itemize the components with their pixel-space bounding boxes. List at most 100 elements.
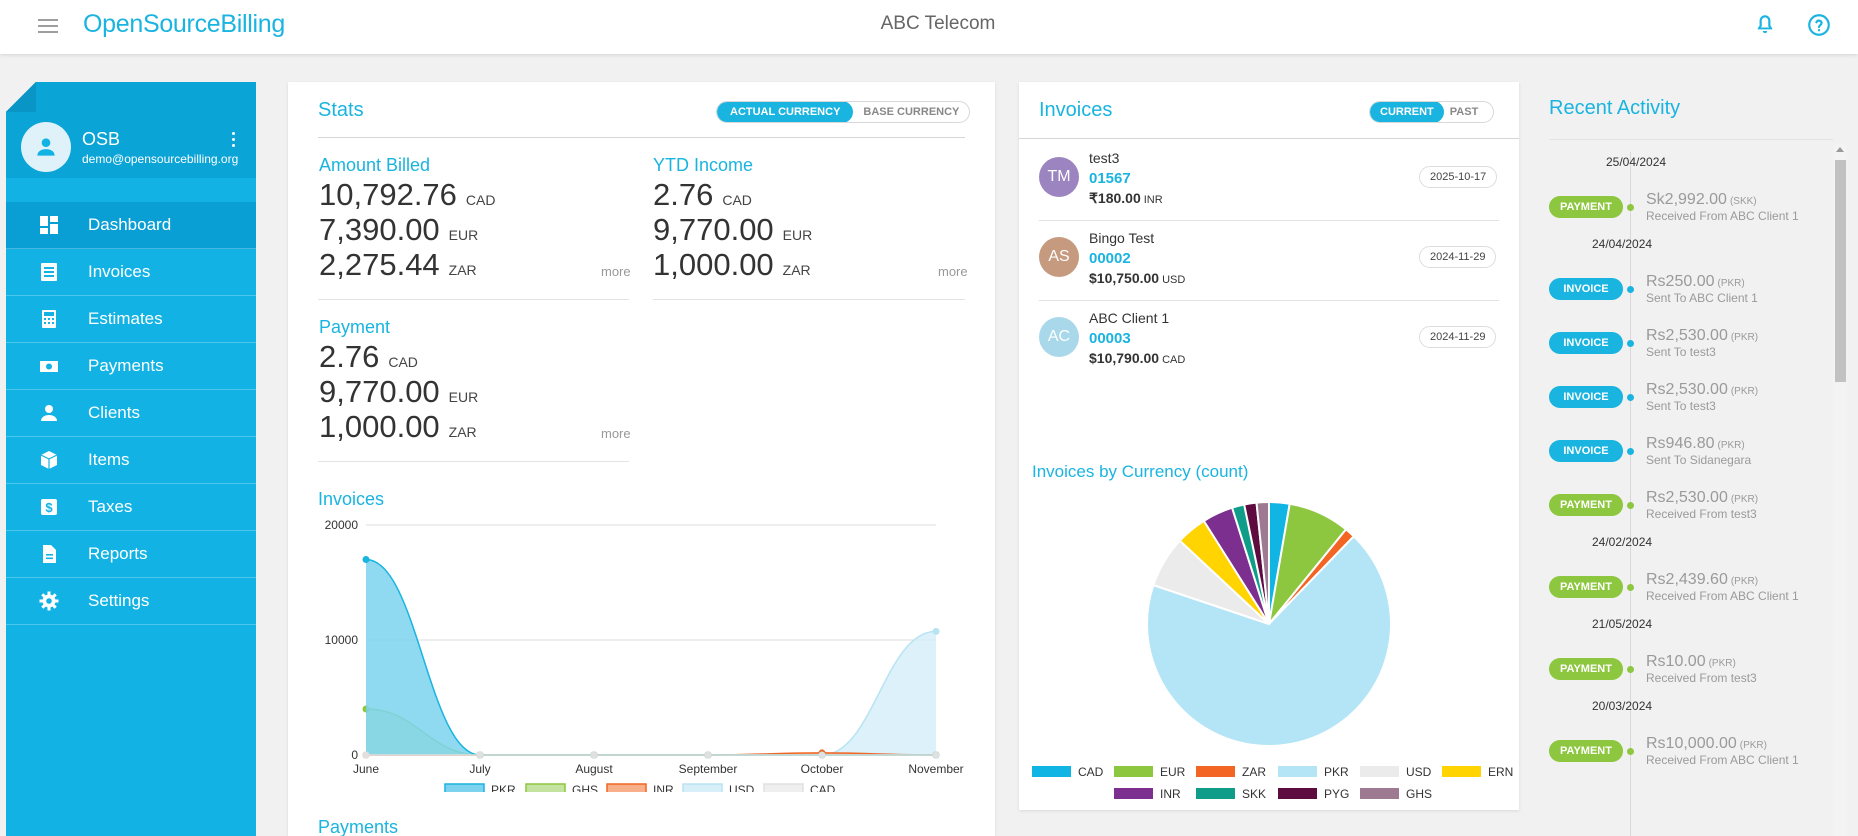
money-icon <box>38 355 60 377</box>
past-button[interactable]: PAST <box>1449 106 1479 118</box>
invoices-chart-title: Invoices <box>318 489 385 509</box>
activity-type-badge[interactable]: PAYMENT <box>1549 740 1623 762</box>
pie-slice-pkr <box>1146 534 1392 747</box>
top-bar: OpenSourceBilling ABC Telecom <box>0 0 1858 54</box>
activity-type-badge[interactable]: PAYMENT <box>1549 196 1623 218</box>
legend-label: USD <box>1406 765 1432 779</box>
activity-description: Sent To test3 <box>1646 345 1716 359</box>
sidebar-item-label: Payments <box>88 356 164 375</box>
divider <box>318 299 629 300</box>
series-area-pkr <box>366 559 936 755</box>
x-tick-label: November <box>908 762 963 776</box>
hamburger-icon[interactable] <box>38 14 62 38</box>
currency-pie-title: Invoices by Currency (count) <box>1032 462 1249 481</box>
invoice-number-link[interactable]: 00002 <box>1089 250 1131 267</box>
activity-type-badge[interactable]: INVOICE <box>1549 278 1623 300</box>
current-button[interactable]: CURRENT <box>1370 102 1444 122</box>
activity-description: Sent To ABC Client 1 <box>1646 291 1758 305</box>
activity-type-badge[interactable]: INVOICE <box>1549 332 1623 354</box>
activity-description: Received From ABC Client 1 <box>1646 589 1799 603</box>
sidebar-item-label: Invoices <box>88 262 151 281</box>
data-point <box>362 751 370 759</box>
ytd-income-more-link[interactable]: more <box>938 264 968 279</box>
activity-amount: Rs946.80 (PKR) <box>1646 435 1745 452</box>
sidebar-nav: Dashboard Invoices Estimates Payments Cl… <box>6 202 256 625</box>
x-tick-label: October <box>801 762 844 776</box>
activity-date: 25/04/2024 <box>1606 155 1667 169</box>
activity-amount: Rs2,530.00 (PKR) <box>1646 327 1759 344</box>
sidebar-item-estimates[interactable]: Estimates <box>6 296 256 343</box>
activity-description: Received From test3 <box>1646 507 1757 521</box>
currency-toggle[interactable]: ACTUAL CURRENCY BASE CURRENCY <box>716 101 971 123</box>
activity-amount: Rs2,530.00 (PKR) <box>1646 489 1759 506</box>
base-currency-button[interactable]: BASE CURRENCY <box>863 106 960 118</box>
invoice-period-toggle[interactable]: CURRENT PAST <box>1369 101 1495 123</box>
scroll-up-icon[interactable] <box>1836 147 1844 152</box>
user-name: OSB <box>82 129 121 149</box>
client-avatar: AC <box>1039 317 1079 357</box>
y-tick-label: 0 <box>351 748 358 762</box>
amount-billed-more-link[interactable]: more <box>601 264 631 279</box>
activity-amount: Rs2,439.60 (PKR) <box>1646 571 1759 588</box>
legend-label: CAD <box>1078 765 1104 779</box>
payment-label: Payment <box>319 317 391 337</box>
divider <box>318 461 629 462</box>
activity-timeline-line <box>1630 152 1631 836</box>
activity-date: 20/03/2024 <box>1592 699 1653 713</box>
sidebar-item-payments[interactable]: Payments <box>6 343 256 390</box>
activity-type-badge[interactable]: PAYMENT <box>1549 658 1623 680</box>
y-tick-label: 20000 <box>325 518 359 532</box>
amount-billed-row: 2,275.44 ZAR <box>319 247 477 282</box>
avatar[interactable] <box>21 122 71 172</box>
sidebar-item-label: Settings <box>88 591 150 610</box>
activity-type-badge[interactable]: PAYMENT <box>1549 576 1623 598</box>
user-email: demo@opensourcebilling.org <box>82 152 239 166</box>
payment-row: 1,000.00 ZAR <box>319 409 477 444</box>
invoice-number-link[interactable]: 00003 <box>1089 330 1131 347</box>
sidebar-item-label: Estimates <box>88 309 163 328</box>
activity-description: Received From ABC Client 1 <box>1646 753 1799 767</box>
data-point <box>362 556 370 563</box>
more-vert-icon[interactable] <box>226 132 240 150</box>
legend-label: GHS <box>572 783 598 792</box>
client-avatar: AS <box>1039 237 1079 277</box>
activity-amount: Rs10,000.00 (PKR) <box>1646 735 1767 752</box>
invoice-amount: $10,750.00 USD <box>1089 270 1186 286</box>
activity-type-badge[interactable]: PAYMENT <box>1549 494 1623 516</box>
sidebar: OSB demo@opensourcebilling.org Dashboard… <box>6 82 256 836</box>
payments-heading: Payments <box>318 817 399 836</box>
actual-currency-button[interactable]: ACTUAL CURRENCY <box>717 102 854 122</box>
amount-billed-row: 10,792.76 CAD <box>319 177 496 212</box>
data-point <box>476 751 484 759</box>
bell-icon[interactable] <box>1752 12 1778 38</box>
sidebar-item-taxes[interactable]: $ Taxes <box>6 484 256 531</box>
series-line-pkr <box>365 558 936 756</box>
app-logo[interactable]: OpenSourceBilling <box>83 10 285 38</box>
sidebar-item-items[interactable]: Items <box>6 437 256 484</box>
sidebar-item-clients[interactable]: Clients <box>6 390 256 437</box>
invoice-number-link[interactable]: 01567 <box>1089 170 1131 187</box>
currency-pie-chart: CAD EUR ZAR PKR USD ERN INR SKK PYG GHS <box>1032 500 1513 801</box>
activity-type-badge[interactable]: INVOICE <box>1549 386 1623 408</box>
legend-swatch <box>1442 766 1481 777</box>
help-icon[interactable] <box>1806 12 1832 38</box>
stats-title: Stats <box>318 99 364 121</box>
legend-swatch <box>444 783 485 792</box>
legend-swatch <box>1114 766 1153 777</box>
sidebar-item-reports[interactable]: Reports <box>6 531 256 578</box>
divider <box>1019 138 1519 139</box>
invoice-date-badge: 2024-11-29 <box>1419 326 1497 348</box>
gear-icon <box>38 590 60 612</box>
invoice-amount: $10,790.00 CAD <box>1089 350 1186 366</box>
sidebar-item-settings[interactable]: Settings <box>6 578 256 625</box>
activity-date: 21/05/2024 <box>1592 617 1653 631</box>
sidebar-item-dashboard[interactable]: Dashboard <box>6 202 256 249</box>
sidebar-item-invoices[interactable]: Invoices <box>6 249 256 296</box>
legend-label: INR <box>653 783 674 792</box>
legend-swatch <box>1278 766 1317 777</box>
activity-scrollbar-thumb[interactable] <box>1835 160 1846 382</box>
payment-more-link[interactable]: more <box>601 426 631 441</box>
sidebar-item-label: Dashboard <box>88 215 172 234</box>
activity-amount: Rs10.00 (PKR) <box>1646 653 1736 670</box>
activity-type-badge[interactable]: INVOICE <box>1549 440 1623 462</box>
